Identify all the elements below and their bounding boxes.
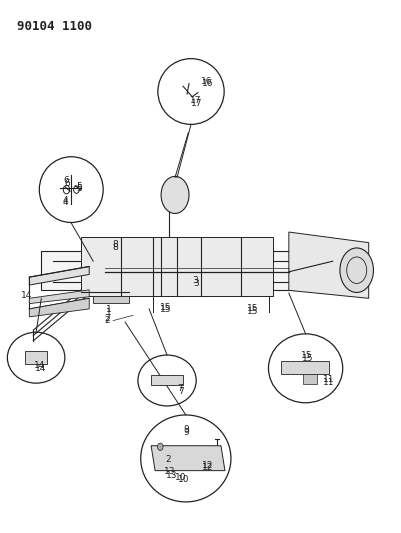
Text: 8: 8 — [112, 243, 118, 252]
Text: 2: 2 — [104, 316, 110, 325]
Text: 16: 16 — [201, 79, 213, 88]
Text: 5: 5 — [76, 182, 81, 191]
Text: 13: 13 — [166, 471, 177, 480]
Text: 7: 7 — [177, 386, 183, 395]
Text: 10: 10 — [174, 473, 186, 482]
Text: 15: 15 — [247, 306, 258, 316]
Text: 10: 10 — [177, 475, 189, 484]
Circle shape — [161, 176, 188, 214]
Text: 13: 13 — [164, 467, 175, 477]
Text: 1: 1 — [106, 305, 111, 314]
Text: 6: 6 — [64, 179, 70, 188]
Text: 15: 15 — [302, 354, 313, 363]
Text: 12: 12 — [201, 461, 213, 470]
Polygon shape — [29, 290, 89, 304]
Polygon shape — [41, 251, 352, 290]
Circle shape — [157, 443, 163, 450]
Text: 12: 12 — [202, 464, 213, 472]
Text: 9: 9 — [182, 425, 188, 434]
Text: 3: 3 — [192, 277, 197, 286]
Polygon shape — [81, 237, 272, 296]
Text: 8: 8 — [112, 240, 118, 249]
Text: 5: 5 — [76, 184, 82, 193]
Text: 14: 14 — [20, 292, 32, 300]
Text: 16: 16 — [200, 77, 212, 86]
Text: 15: 15 — [246, 304, 258, 313]
Polygon shape — [280, 361, 328, 374]
Text: 17: 17 — [189, 96, 201, 105]
Text: 4: 4 — [62, 198, 67, 207]
Polygon shape — [302, 374, 316, 384]
Text: 15: 15 — [160, 303, 171, 312]
Circle shape — [339, 248, 373, 293]
Text: 17: 17 — [190, 99, 202, 108]
Polygon shape — [151, 446, 225, 471]
Polygon shape — [25, 351, 47, 364]
Polygon shape — [29, 266, 89, 285]
Polygon shape — [151, 375, 182, 385]
Text: 2: 2 — [104, 313, 109, 322]
Text: 11: 11 — [322, 377, 334, 386]
Polygon shape — [29, 298, 89, 317]
Text: 3: 3 — [192, 279, 198, 288]
Text: 4: 4 — [62, 196, 68, 205]
Text: 1: 1 — [106, 308, 112, 317]
Text: 15: 15 — [160, 305, 171, 314]
Text: 7: 7 — [176, 384, 182, 393]
Text: 6: 6 — [63, 176, 69, 185]
Text: 9: 9 — [183, 429, 189, 438]
Text: 14: 14 — [34, 361, 45, 370]
Polygon shape — [288, 232, 368, 298]
Text: 11: 11 — [322, 375, 334, 384]
Text: 2: 2 — [165, 455, 170, 464]
Text: 15: 15 — [300, 351, 312, 360]
Text: 90104 1100: 90104 1100 — [17, 20, 92, 33]
Polygon shape — [93, 296, 129, 303]
Text: 14: 14 — [34, 364, 46, 373]
